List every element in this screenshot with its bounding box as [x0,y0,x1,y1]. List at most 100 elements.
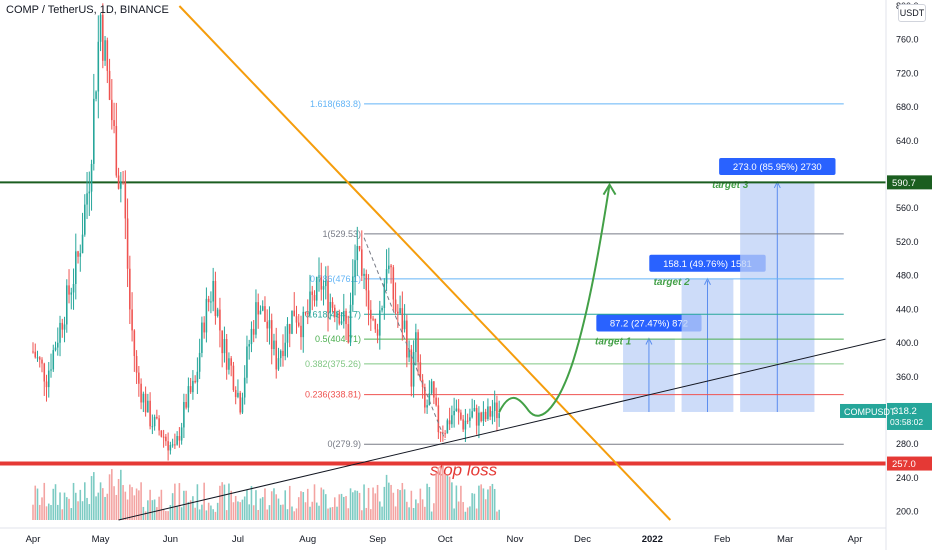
candle-body [444,433,446,435]
volume-bar [59,492,61,520]
candle-body [338,312,341,324]
candle-body [460,412,462,420]
candle-body [363,273,365,276]
volume-bar [99,482,102,520]
candle-body [147,400,149,413]
volume-bar [419,488,422,520]
volume-bar [496,511,498,520]
volume-bar [282,504,284,520]
x-tick-label: Jul [232,534,244,545]
volume-bar [183,490,185,520]
volume-bar [72,482,75,520]
candle-body [36,357,39,359]
candle-body [38,357,41,360]
candle-body [180,427,183,441]
candle-body [448,420,451,425]
volume-bar [277,498,280,520]
candle-body [214,280,217,316]
volume-bar [180,507,183,520]
volume-bar [174,483,176,520]
candle-body [70,292,73,295]
volume-bars [32,465,500,520]
candle-body [252,328,255,335]
x-tick-label: Mar [777,534,793,545]
candle-body [34,351,37,358]
candle-body [210,301,212,303]
candle-body [284,342,287,357]
volume-bar [466,507,469,520]
volume-bar [257,509,259,520]
target-label-box-2 [649,254,766,272]
candle-body [63,324,66,330]
volume-bar [315,502,318,520]
candle-body [464,420,467,430]
candle-body [336,312,338,317]
candle-body [261,306,264,311]
volume-bar [88,504,91,520]
candle-body [288,324,291,334]
volume-bar [469,506,471,520]
volume-bar [176,505,178,520]
volume-bar [201,504,203,520]
candle-body [104,40,106,61]
candle-body [124,181,127,219]
candle-body [165,436,167,442]
volume-bar [97,492,100,520]
volume-bar [261,497,264,520]
target-arrowhead-1 [645,337,653,345]
candle-body [324,280,327,287]
candle-body [361,249,363,276]
volume-bar [498,509,500,520]
x-tick-label: Aug [299,534,316,545]
candle-body [419,362,422,380]
volume-bar [356,490,359,520]
volume-bar [192,496,194,520]
candle-body [385,269,388,284]
volume-bar [54,484,57,520]
volume-bar [408,507,410,520]
candle-body [331,301,334,308]
volume-bar [358,492,361,520]
candle-body [207,298,210,303]
volume-bar [284,490,287,520]
x-tick-label: Dec [574,534,591,545]
currency-button[interactable]: USDT [898,4,926,22]
volume-bar [68,498,70,520]
candle-body [412,352,415,387]
candle-body [493,402,496,411]
y-tick-label: 240.0 [896,473,919,483]
volume-bar [403,489,406,520]
descending_resistance-trendline [178,5,672,521]
volume-bar [437,467,440,520]
candle-body [390,265,392,268]
candle-body [286,324,289,343]
volume-bar [478,485,480,520]
volume-bar [338,494,341,520]
volume-bar [304,502,307,520]
volume-bar [147,500,149,520]
candle-body [234,390,237,397]
candle-body [381,307,383,311]
fib-label-7: 1.618(683.8) [310,99,361,109]
candle-body [270,320,273,350]
volume-bar [279,504,282,520]
volume-bar [77,501,79,520]
candle-body [408,349,410,358]
candle-body [232,365,235,391]
volume-bar [406,501,408,520]
candle-body [349,304,352,343]
volume-bar [153,499,156,520]
volume-bar [241,499,244,520]
target-name-3: target 3 [712,180,749,191]
volume-bar [225,510,228,520]
volume-bar [295,508,298,520]
candle-body [370,309,372,319]
candle-body [54,347,57,351]
volume-bar [228,483,230,520]
volume-bar [187,501,190,520]
fib-label-3: 0.5(404.71) [315,334,361,344]
volume-bar [189,500,192,520]
volume-bar [234,496,237,520]
volume-bar [210,505,212,520]
